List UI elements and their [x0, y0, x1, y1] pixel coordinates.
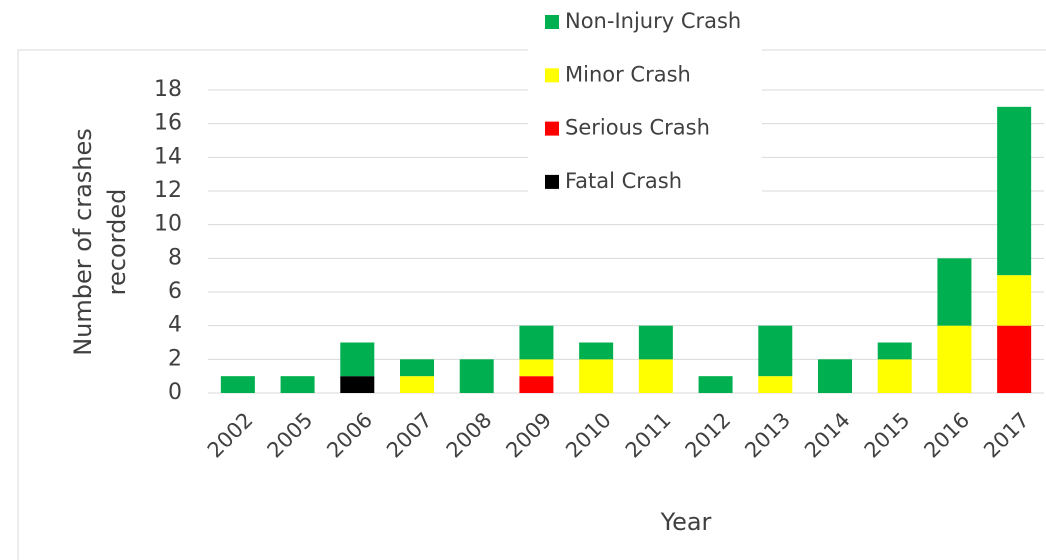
y-tick-label: 2 [168, 346, 182, 371]
legend-box [528, 0, 762, 215]
y-tick-label: 18 [154, 77, 182, 102]
y-tick-label: 14 [154, 144, 182, 169]
bar-segment [340, 342, 375, 377]
y-tick-label: 0 [168, 380, 182, 405]
bar-segment [579, 342, 614, 360]
legend-swatch [545, 174, 559, 189]
bar-segment [400, 376, 434, 393]
x-axis-title: Year [660, 508, 712, 536]
y-tick-label: 10 [154, 212, 182, 237]
bar-segment [220, 376, 255, 393]
y-tick-label: 16 [154, 111, 182, 136]
y-axis-title: Number of crashes [69, 128, 97, 356]
bar-segment [280, 376, 315, 393]
legend-label: Minor Crash [565, 62, 691, 86]
legend-swatch [545, 15, 559, 29]
bar-segment [519, 376, 554, 393]
y-tick-label: 12 [154, 178, 182, 203]
legend-swatch [545, 68, 559, 83]
legend-label: Non-Injury Crash [565, 9, 741, 33]
bar-segment [818, 359, 852, 393]
bar-segment [877, 359, 912, 393]
bar-segment [340, 376, 375, 393]
bar-segment [937, 258, 972, 326]
bar-segment [400, 359, 434, 377]
bar-segment [758, 325, 793, 377]
y-axis-title: recorded [103, 189, 131, 296]
bar-segment [459, 359, 494, 393]
legend-label: Fatal Crash [565, 169, 682, 193]
bar-segment [698, 376, 733, 393]
bar-segment [997, 106, 1032, 276]
bar-segment [519, 325, 554, 360]
bar-segment [579, 359, 614, 393]
bar-segment [877, 342, 912, 360]
bar-segment [937, 325, 972, 393]
bar-segment [997, 275, 1032, 326]
y-tick-label: 8 [168, 245, 182, 270]
y-tick-label: 4 [168, 313, 182, 338]
bar-segment [638, 325, 673, 360]
bar-segment [638, 359, 673, 393]
y-tick-label: 6 [168, 279, 182, 304]
legend-swatch [545, 121, 559, 136]
legend-label: Serious Crash [565, 116, 710, 140]
bar-segment [758, 376, 793, 393]
bar-segment [997, 325, 1032, 393]
bar-segment [519, 359, 554, 377]
